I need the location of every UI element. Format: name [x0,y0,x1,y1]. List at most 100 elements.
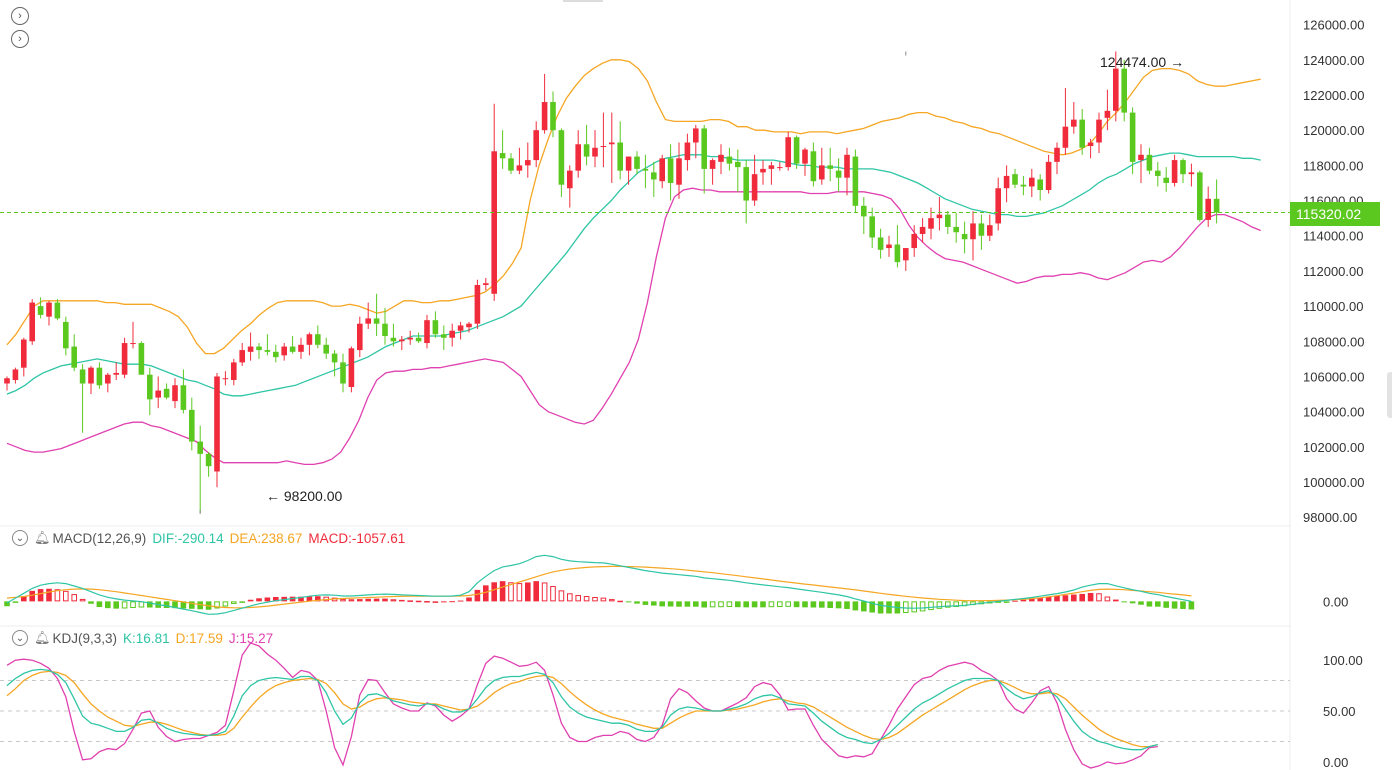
candle-body [558,130,565,185]
macd-hist-bar [1188,601,1195,610]
candle-body [155,390,161,398]
macd-hist-bar [793,601,800,608]
candle-body [625,156,632,171]
candle-body [491,151,497,294]
macd-hist-bar [928,601,934,611]
kdj-axis-label: 0.00 [1323,755,1348,770]
macd-hist-bar [197,601,203,610]
chevron-right-icon-secondary[interactable]: › [11,30,29,48]
macd-hist-bar [936,601,943,609]
candle-body [29,302,35,342]
macd-hist-bar [37,589,44,602]
price-axis-label: 106000.00 [1303,369,1364,384]
macd-hist-bar [659,601,665,607]
macd-hist-bar [777,601,783,608]
macd-hist-bar [340,598,346,602]
candle-body [508,158,514,171]
boll-lower-line [6,187,1261,466]
candle-body [533,130,539,161]
macd-hist-bar [46,588,52,602]
candle-body [919,226,926,234]
candle-body [1062,126,1069,148]
macd-hist-bar [457,600,464,602]
macd-hist-bar [1096,593,1102,602]
macd-hist-bar [88,601,94,604]
candle-body [4,378,10,384]
kdj-d-value: D:17.59 [175,630,223,646]
macd-hist-bar [474,589,481,602]
macd-hist-bar [701,601,707,608]
candle-body [37,306,44,315]
candle-body [1180,160,1186,175]
candle-body [978,223,985,236]
candle-body [441,334,447,338]
boll-upper-line [6,59,1261,355]
candle-body [819,165,825,180]
candle-body [1121,68,1127,113]
collapse-chevron-icon[interactable]: ⌄ [12,530,28,546]
candle-body [1096,119,1102,143]
macd-hist-bar [835,601,842,609]
candle-body [525,160,531,166]
macd-hist-bar [827,601,833,608]
macd-hist-bar [1045,596,1052,602]
candle-body [651,172,657,180]
price-axis-label: 120000.00 [1303,123,1364,138]
bell-icon[interactable]: 🔔︎ [34,630,51,645]
candle-body [1020,184,1027,187]
macd-hist-bar [499,581,506,602]
macd-hist-bar [718,601,724,608]
bell-icon[interactable]: 🔔︎ [34,530,51,545]
macd-hist-bar [147,601,153,608]
candle-body [894,244,901,263]
candle-body [466,323,472,328]
candle-body [21,339,27,368]
candle-body [877,237,884,250]
macd-hist-bar [130,601,136,608]
side-panel-handle[interactable] [1387,372,1392,418]
chevron-right-icon[interactable]: › [11,7,29,25]
candle-body [457,325,464,331]
macd-hist-bar [550,586,556,602]
candle-body [642,168,649,171]
candle-body [1205,198,1211,220]
macd-hist-bar [726,601,733,608]
candle-body [113,372,119,375]
macd-hist-bar [575,595,582,602]
candle-body [121,343,128,375]
collapse-chevron-icon[interactable]: ⌄ [12,630,28,646]
price-axis-label: 114000.00 [1303,229,1364,244]
candle-body [256,346,262,351]
kdj-k-line [6,668,1158,751]
candle-body [189,409,195,442]
candle-body [743,167,749,201]
kdj-j-value: J:15.27 [228,630,274,646]
candle-body [264,350,271,352]
candle-body [298,344,304,352]
candle-body [1146,154,1153,171]
candle-body [995,188,1001,224]
macd-hist-bar [189,601,195,609]
candle-body [751,174,758,201]
macd-hist-bar [4,601,10,607]
candle-body [1113,68,1119,111]
candle-body [172,385,178,402]
candle-body [1003,175,1010,189]
macd-hist-bar [1180,601,1186,609]
candle-body [802,149,808,164]
macd-hist-bar [609,599,615,602]
macd-dea-value: DEA:238.67 [229,530,303,546]
candle-body [735,161,741,168]
candle-body [1079,119,1085,148]
candle-body [777,167,783,169]
macd-hist-bar [903,601,909,614]
candle-body [315,334,321,345]
candle-body [415,337,422,342]
candle-body [432,320,439,335]
macd-hist-bar [113,601,119,609]
candle-body [105,374,111,384]
candle-body [1029,177,1035,187]
candle-body [987,225,993,236]
candle-body [205,453,212,467]
